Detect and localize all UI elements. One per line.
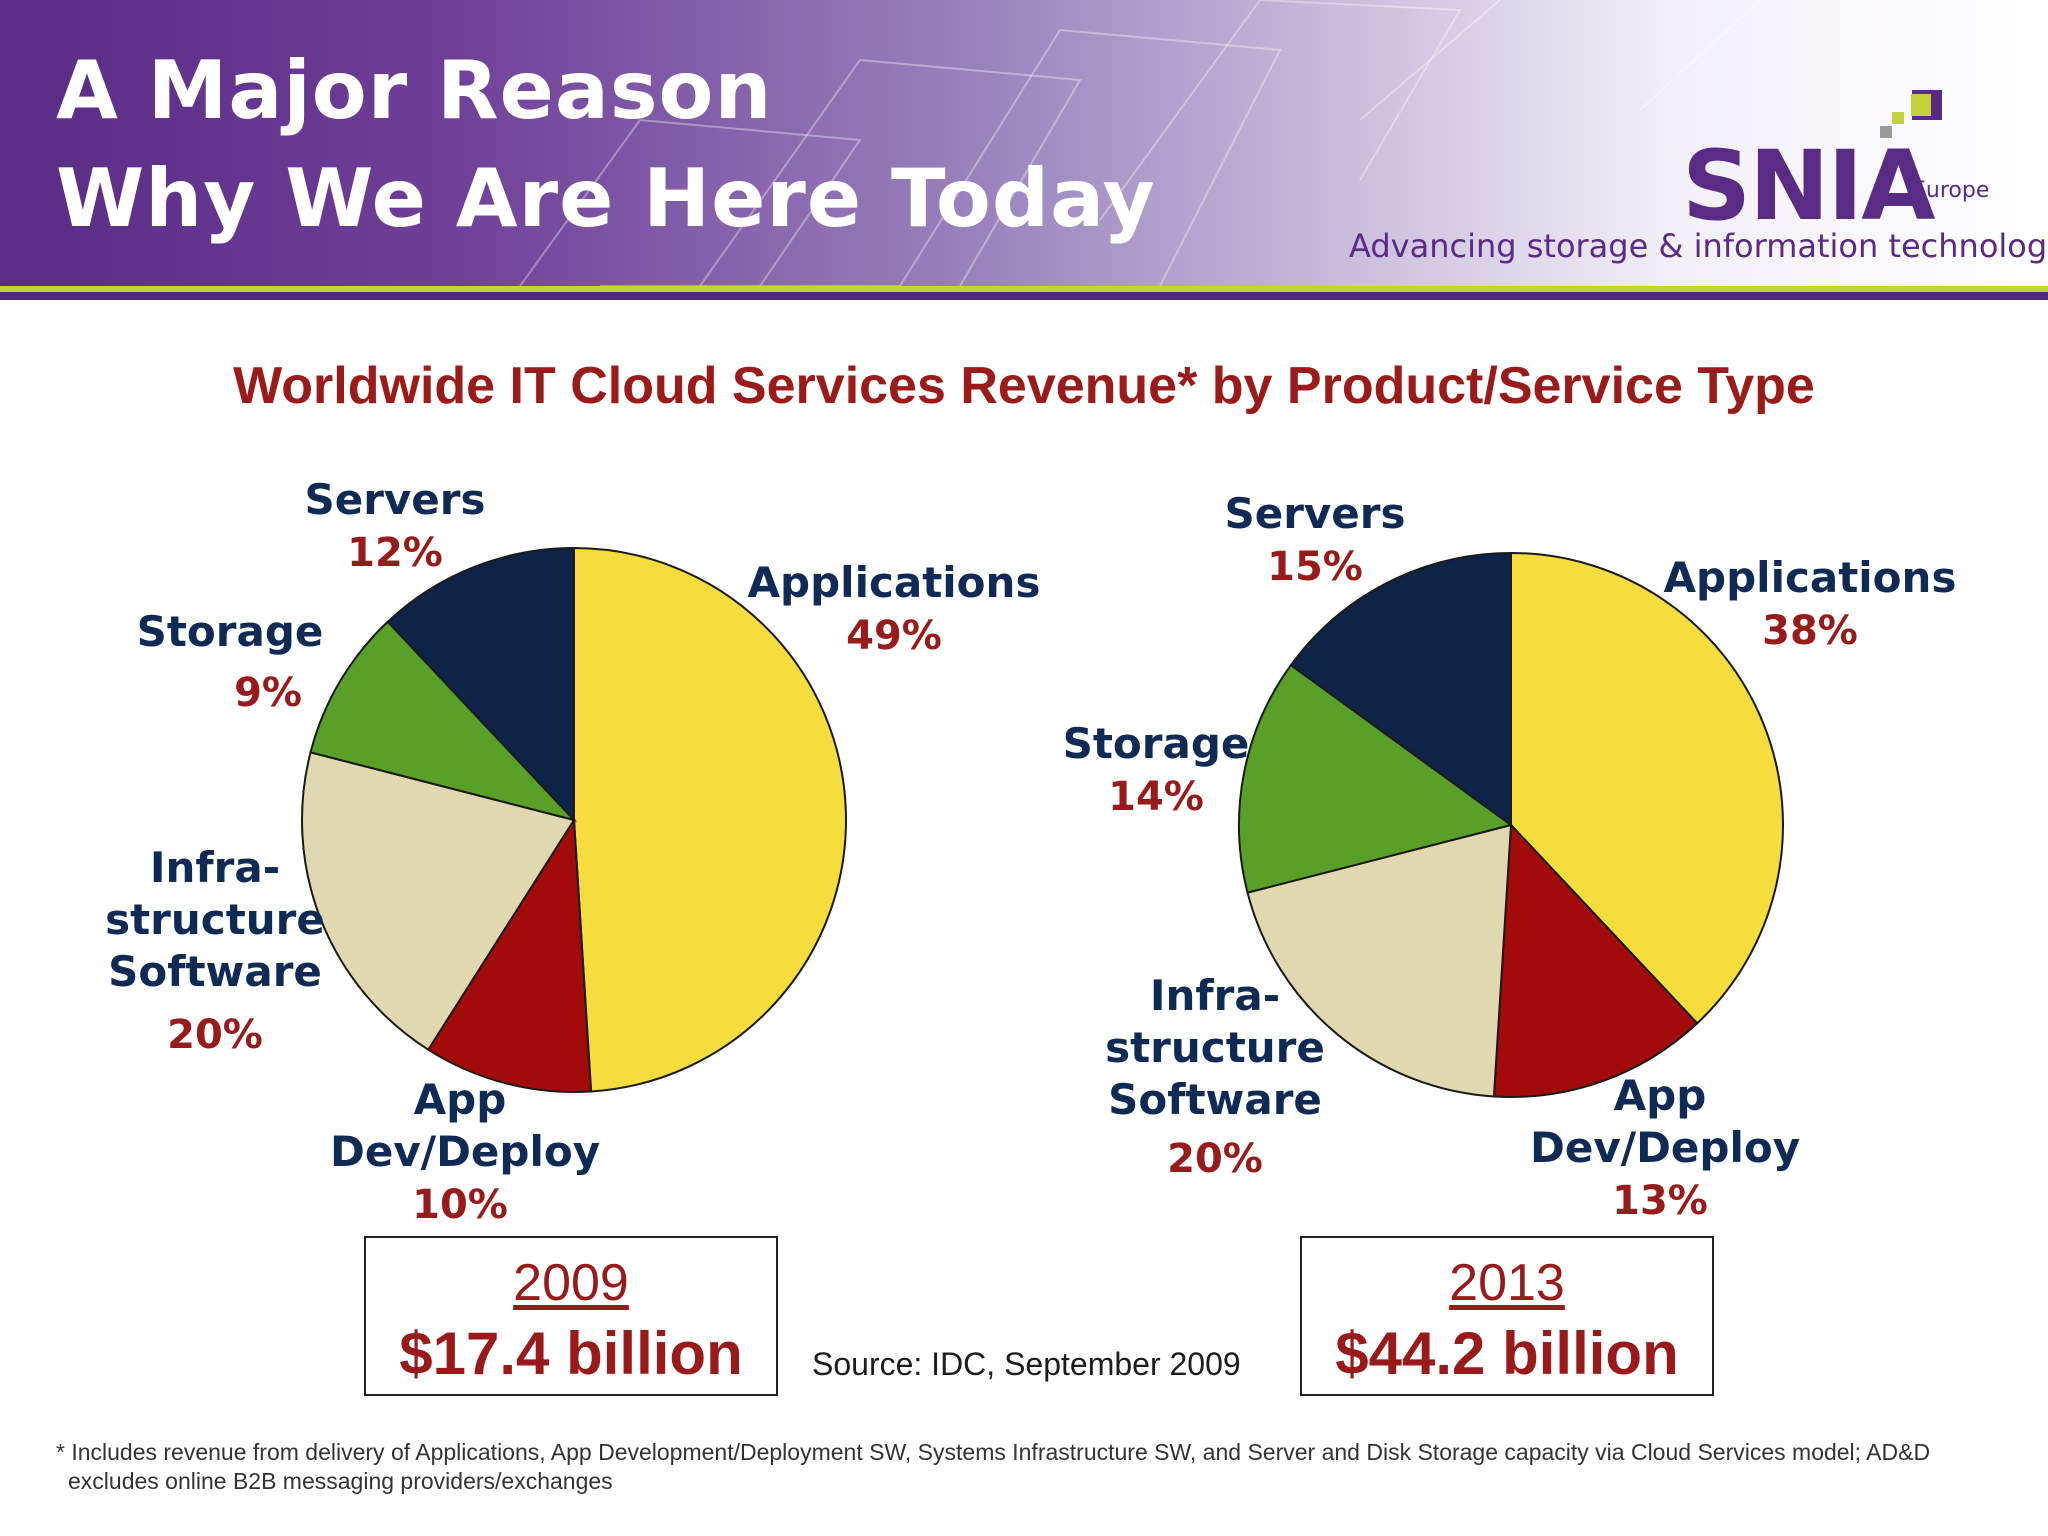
pie-slice-2009-servers	[386, 546, 575, 823]
label-2009-applications: Applications 49%	[744, 557, 1044, 663]
header-banner: A Major Reason Why We Are Here Today SNI…	[0, 0, 2048, 286]
source-note: Source: IDC, September 2009	[812, 1346, 1241, 1382]
label-line: Dev/Deploy	[330, 1127, 601, 1176]
label-percent: 14%	[1108, 774, 1204, 820]
pie-slice-2013-servers	[1289, 551, 1512, 827]
label-line: Dev/Deploy	[1530, 1123, 1801, 1172]
pie-slice-2013-applications	[1510, 551, 1784, 1025]
slide-title-line-1: A Major Reason	[56, 44, 773, 137]
label-name: Servers	[1224, 489, 1406, 538]
label-percent: 9%	[234, 670, 302, 716]
label-line: Software	[1108, 1075, 1322, 1124]
label-2013-storage: Storage 14%	[1058, 718, 1254, 824]
pie-slice-2009-storage	[309, 620, 578, 822]
header-rule-green	[0, 286, 2048, 292]
label-line: Infra-	[1149, 971, 1281, 1020]
logo-wordmark: SNIA	[1682, 130, 1935, 242]
header-rule-purple	[0, 292, 2048, 300]
label-percent: 10%	[412, 1182, 508, 1228]
label-2009-storage: Storage 9%	[130, 606, 330, 720]
label-percent: 38%	[1762, 608, 1858, 654]
pie-slice-2013-storage	[1238, 663, 1514, 894]
label-2009-appdev: App Dev/Deploy 10%	[330, 1074, 601, 1232]
logo-region: Europe	[1912, 178, 1990, 203]
box-amount: $17.4 billion	[399, 1320, 743, 1387]
total-box-2013: 2013 $44.2 billion	[1300, 1236, 1714, 1396]
pie-slice-2013-infrastructure-software	[1246, 823, 1513, 1098]
label-percent: 13%	[1612, 1178, 1708, 1224]
label-2013-appdev: App Dev/Deploy 13%	[1530, 1070, 1801, 1228]
pie-slice-2009-app-dev-deploy	[426, 816, 593, 1093]
label-line: App	[1613, 1071, 1707, 1120]
label-name: Applications	[747, 558, 1041, 607]
pie-slice-2013-app-dev-deploy	[1492, 822, 1699, 1098]
logo-mark-icon	[1880, 90, 1942, 138]
label-percent: 20%	[1167, 1136, 1263, 1182]
box-year: 2013	[1449, 1254, 1565, 1312]
total-box-2009: 2009 $17.4 billion	[364, 1236, 778, 1396]
footnote: * Includes revenue from delivery of Appl…	[56, 1439, 1931, 1494]
box-amount: $44.2 billion	[1335, 1320, 1679, 1387]
pie-chart-2009	[300, 546, 847, 1093]
header-decoration	[519, 0, 1761, 286]
label-name: Storage	[136, 607, 324, 656]
label-line: Software	[108, 947, 322, 996]
label-2013-infrastructure: Infra- structure Software 20%	[1090, 970, 1340, 1186]
pie-slice-2009-applications	[573, 546, 847, 1093]
label-percent: 15%	[1267, 544, 1363, 590]
label-2009-infrastructure: Infra- structure Software 20%	[90, 842, 340, 1062]
label-percent: 49%	[846, 613, 942, 659]
label-2013-servers: Servers 15%	[1210, 488, 1420, 594]
label-line: App	[413, 1075, 507, 1124]
label-name: Applications	[1663, 553, 1957, 602]
label-2009-servers: Servers 12%	[290, 474, 500, 580]
label-percent: 20%	[167, 1012, 263, 1058]
label-name: Servers	[304, 475, 486, 524]
label-line: structure	[1105, 1023, 1325, 1072]
pie-chart-2013	[1238, 551, 1784, 1098]
label-name: Storage	[1062, 719, 1250, 768]
snia-logo: SNIA Europe Advancing storage & informat…	[1320, 80, 2048, 280]
label-percent: 12%	[347, 530, 443, 576]
box-year: 2009	[513, 1254, 629, 1312]
label-2013-applications: Applications 38%	[1660, 552, 1960, 658]
chart-title: Worldwide IT Cloud Services Revenue* by …	[233, 357, 1815, 415]
label-line: Infra-	[149, 843, 281, 892]
logo-tagline: Advancing storage & information technolo…	[1349, 227, 2048, 265]
slide-title-line-2: Why We Are Here Today	[56, 152, 1156, 245]
label-line: structure	[105, 895, 325, 944]
pie-slice-2009-infrastructure-software	[300, 751, 576, 1052]
